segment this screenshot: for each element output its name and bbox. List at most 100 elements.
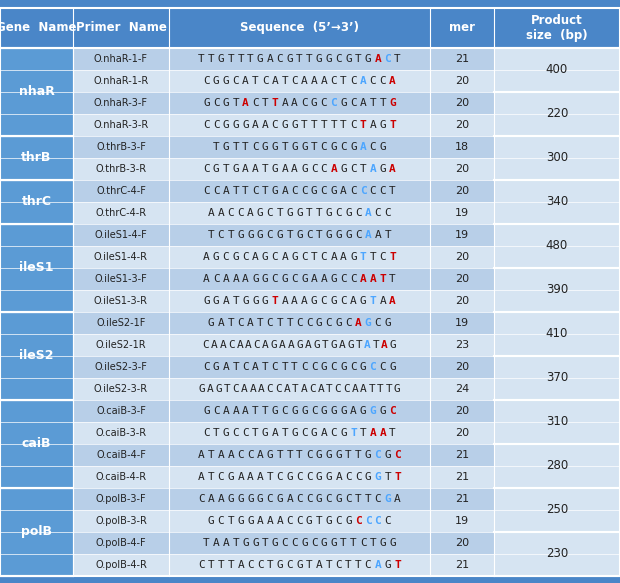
Text: T: T (340, 76, 347, 86)
Text: C: C (379, 251, 386, 262)
Bar (0, 223, 73, 311)
Text: A: A (242, 273, 249, 283)
Text: T: T (213, 142, 219, 152)
Text: 20: 20 (455, 538, 469, 547)
Text: C: C (350, 120, 356, 129)
Bar (494, 399, 620, 444)
Text: A: A (249, 384, 256, 394)
Text: C: C (379, 76, 386, 86)
Text: T: T (368, 384, 375, 394)
Text: Primer  Name: Primer Name (76, 21, 166, 34)
Text: A: A (252, 163, 259, 174)
Text: G: G (281, 273, 288, 283)
Text: G: G (198, 384, 205, 394)
Text: C: C (301, 361, 308, 371)
Bar (73, 245, 169, 268)
Text: 20: 20 (455, 185, 469, 195)
Text: 19: 19 (455, 208, 469, 217)
Text: A: A (301, 76, 308, 86)
Text: C: C (370, 142, 376, 152)
Text: 24: 24 (455, 384, 469, 394)
Text: C: C (291, 185, 298, 195)
Text: C: C (340, 273, 347, 283)
Text: C: C (350, 97, 356, 107)
Text: T: T (292, 384, 299, 394)
Text: A: A (389, 163, 396, 174)
Text: A: A (247, 472, 254, 482)
Text: G: G (213, 296, 219, 305)
Text: C: C (384, 54, 391, 64)
Bar (430, 553, 494, 575)
Bar (0, 399, 73, 487)
Text: G: G (223, 427, 229, 437)
Text: A: A (360, 97, 366, 107)
Text: G: G (232, 251, 239, 262)
Text: T: T (330, 120, 337, 129)
Text: C: C (335, 560, 342, 570)
Bar (494, 356, 620, 399)
Text: A: A (223, 538, 229, 547)
Text: C: C (296, 515, 303, 525)
Text: T: T (360, 120, 366, 129)
Text: G: G (286, 208, 293, 217)
Text: G: G (272, 163, 278, 174)
Text: A: A (370, 120, 376, 129)
Text: O.thrC-4-F: O.thrC-4-F (96, 185, 146, 195)
Text: C: C (355, 208, 361, 217)
Text: A: A (262, 339, 269, 349)
Text: A: A (352, 384, 358, 394)
Text: T: T (277, 318, 283, 328)
Text: C: C (321, 251, 327, 262)
Text: G: G (218, 54, 224, 64)
Text: G: G (262, 142, 268, 152)
Text: A: A (218, 493, 224, 504)
Text: C: C (242, 427, 249, 437)
Text: C: C (330, 97, 337, 107)
Text: C: C (296, 472, 303, 482)
Text: T: T (306, 560, 312, 570)
Text: O.ileS1-3-R: O.ileS1-3-R (94, 296, 148, 305)
Bar (169, 268, 430, 290)
Text: C: C (247, 560, 254, 570)
Bar (73, 510, 169, 532)
Text: A: A (335, 472, 342, 482)
Text: C: C (228, 339, 235, 349)
Text: T: T (286, 449, 293, 459)
Text: thrB: thrB (21, 151, 51, 164)
Text: A: A (228, 449, 234, 459)
Text: A: A (223, 406, 229, 416)
Text: G: G (291, 251, 298, 262)
Text: G: G (330, 296, 337, 305)
Text: T: T (370, 296, 376, 305)
Text: G: G (223, 76, 229, 86)
Text: A: A (370, 273, 376, 283)
Bar (494, 532, 620, 575)
Text: T: T (389, 273, 396, 283)
Text: T: T (232, 142, 239, 152)
Text: G: G (326, 208, 332, 217)
Text: G: G (384, 449, 391, 459)
Text: G: G (203, 97, 210, 107)
Text: 20: 20 (455, 296, 469, 305)
Text: Product
size  (bp): Product size (bp) (526, 13, 588, 41)
Text: T: T (203, 538, 210, 547)
Text: A: A (340, 251, 347, 262)
Text: G: G (340, 406, 347, 416)
Text: G: G (296, 339, 303, 349)
Text: A: A (291, 296, 298, 305)
Text: C: C (335, 208, 342, 217)
Text: T: T (223, 163, 229, 174)
Bar (0, 311, 73, 399)
Text: A: A (321, 76, 327, 86)
Text: G: G (313, 339, 320, 349)
Text: C: C (301, 185, 308, 195)
Text: C: C (345, 318, 352, 328)
Text: T: T (389, 120, 396, 129)
Text: O.polB-4-F: O.polB-4-F (95, 538, 146, 547)
Text: 310: 310 (546, 415, 568, 428)
Bar (430, 268, 494, 290)
Text: T: T (208, 230, 215, 240)
Text: C: C (326, 318, 332, 328)
Bar (169, 378, 430, 399)
Bar (73, 114, 169, 135)
